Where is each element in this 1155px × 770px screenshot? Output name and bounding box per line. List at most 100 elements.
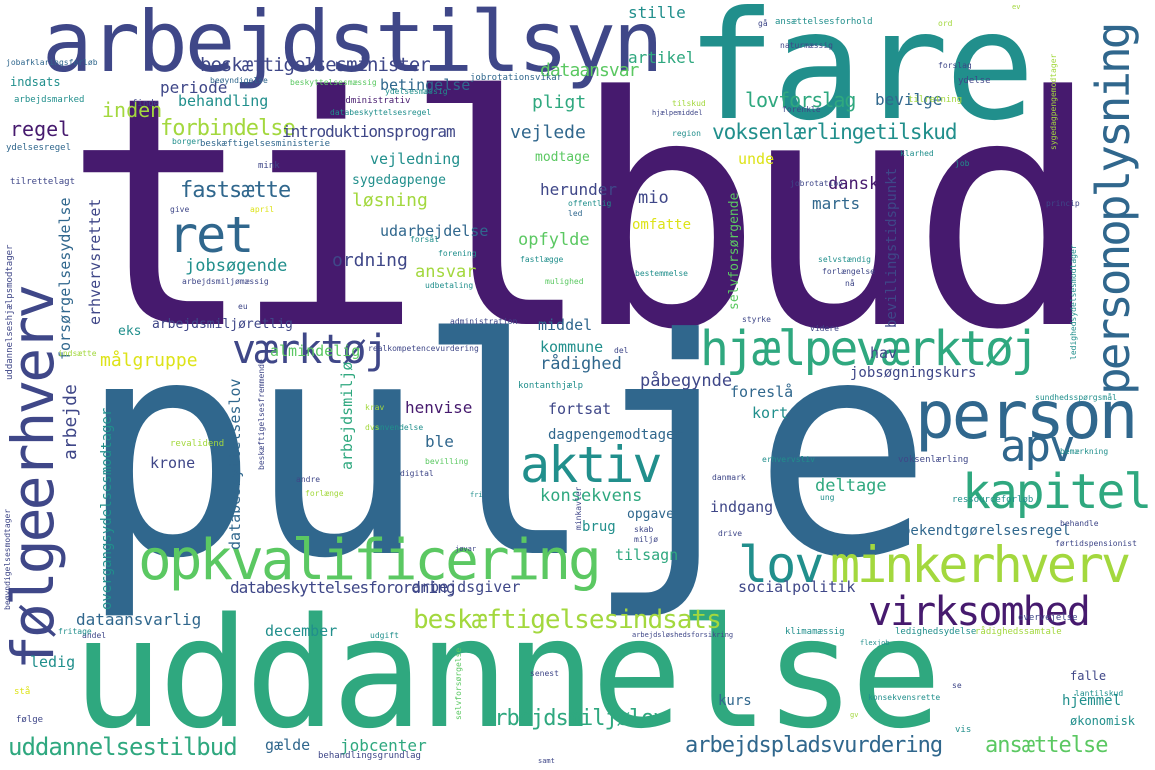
word-forlaenge: forlænge [305, 489, 344, 498]
word-forening: forening [438, 249, 477, 258]
word-jobcenter: jobcenter [340, 736, 427, 755]
word-betingelse: betingelse [380, 76, 471, 94]
word-ydelse: ydelse [958, 76, 991, 86]
word-ev: ev [1012, 3, 1021, 11]
word-forslag: forslag [938, 61, 972, 70]
word-selvforsoergende: selvforsørgende [727, 192, 742, 310]
word-bevillingstidspunkt: bevillingstidspunkt [884, 167, 900, 328]
word-dataansvarlig: dataansvarlig [76, 610, 202, 629]
word-konsekvens: konsekvens [540, 486, 643, 506]
word-virksomhed: virksomhed [868, 589, 1091, 635]
word-digital: digital [400, 469, 434, 478]
word-paabegynde: påbegynde [640, 371, 733, 391]
word-hav: hav [870, 344, 898, 362]
word-naturmaessig: naturmæssig [780, 41, 833, 50]
word-gaelde: gælde [265, 736, 311, 754]
word-fritage: fritage [58, 627, 92, 636]
word-hjaelpevaerktoej: hjælpeværktøj [700, 321, 1040, 377]
word-gv: gv [850, 711, 859, 719]
word-lov: lov [738, 536, 824, 594]
word-forsaal: forsål [410, 235, 439, 244]
word-unde: unde [738, 150, 775, 168]
word-ble: ble [425, 432, 454, 451]
word-april: april [250, 205, 275, 214]
word-mink: mink [258, 161, 280, 171]
word-henvise: henvise [405, 398, 473, 417]
word-brug: brug [582, 519, 616, 535]
word-del: del [614, 346, 629, 355]
word-arbejdsmiljoe: arbejdsmiljø [338, 361, 356, 470]
word-uddannelseshjaelpsmodtager: uddannelseshjælpsmodtager [5, 244, 15, 380]
word-indsats: indsats [10, 75, 61, 89]
word-omfatte: omfatte [632, 217, 692, 233]
word-dagpengemodtager: dagpengemodtager [548, 427, 683, 443]
word-sygedagpenge: sygedagpenge [352, 173, 446, 188]
word-dansk: dansk [828, 174, 880, 194]
word-marts: marts [812, 194, 861, 213]
word-loesning: løsning [352, 190, 428, 211]
word-sundhedsspoergsmaal: sundhedsspørgsmål [1035, 393, 1117, 402]
word-pligt: pligt [532, 92, 587, 113]
word-joevar: jøvar [455, 545, 477, 553]
word-revalidend: revalidend [170, 439, 225, 449]
word-behandlingsgrundlag: behandlingsgrundlag [318, 751, 421, 761]
word-danmark: danmark [712, 473, 746, 482]
word-job: job [955, 159, 970, 168]
word-stille: stille [628, 3, 686, 22]
word-arbejdsmiljoelov: arbejdsmiljølov [482, 706, 667, 731]
word-regel: regel [10, 117, 71, 141]
word-vaerktoej: værktøj [232, 327, 389, 373]
word-give: give [170, 205, 190, 214]
word-fri: fri [470, 491, 483, 499]
word-inden: inden [102, 98, 163, 122]
word-udgift: udgift [370, 631, 399, 640]
word-foreslaa: foreslå [730, 383, 794, 401]
word-anvendelse: anvendelse [375, 423, 424, 432]
word-naa: nå [845, 279, 855, 288]
word-hjemmel: hjemmel [1062, 693, 1122, 709]
word-foertidspensionist: førtidspensionist [1055, 539, 1137, 548]
word-kort: kort [752, 404, 789, 422]
word-almindelig: almindelig [270, 342, 361, 360]
word-administrativ: administrativ [340, 96, 411, 106]
word-bekendtgoerelsesregel: bekendtgørelsesregel [902, 523, 1071, 539]
word-jobrotationsvikar: jobrotationsvikar [470, 73, 563, 83]
word-behandling: behandling [178, 92, 269, 110]
word-princip: princip [1046, 199, 1080, 208]
word-opkvalificering: opkvalificering [138, 528, 602, 593]
word-selvforsoergelse: selvforsørgelse [454, 647, 463, 720]
word-arbejdsloeshedsforsikring: arbejdsløshedsforsikring [632, 631, 734, 639]
word-kontanthjaelp: kontanthjælp [518, 381, 584, 391]
word-skab: skab [634, 525, 654, 534]
word-jobsoegningskurs: jobsøgningskurs [850, 365, 977, 381]
word-realkompetencevurdering: realkompetencevurdering [368, 344, 479, 353]
word-forlaengelse: forlængelse [822, 267, 875, 276]
word-bestemmelse: bestemmelse [635, 269, 688, 278]
word-videre: videre [810, 324, 839, 333]
word-krav: krav [365, 403, 385, 412]
word-overgangsydelsesmodtager: overgangsydelsesmodtager [99, 407, 115, 610]
word-falle: falle [1070, 669, 1107, 683]
word-raadighedssamtale: rådighedssamtale [975, 627, 1062, 637]
word-senest: senest [530, 669, 559, 678]
word-arbejdsmarked: arbejdsmarked [14, 95, 85, 105]
word-samt: samt [538, 757, 555, 765]
word-region: region [672, 129, 701, 138]
word-periode: periode [160, 78, 228, 97]
word-herunder: herunder [540, 180, 618, 199]
word-bevilling: bevilling [425, 457, 469, 466]
word-jobafklaringsforloeb: jobafklaringsforløb [6, 58, 98, 67]
word-beoyndigelsesmodtager: beøyndigelsesmodtager [3, 508, 12, 610]
word-ansvar: ansvar [415, 262, 477, 282]
word-beoyndigelse: beøyndigelse [210, 76, 268, 85]
word-jobsoegende: jobsøgende [185, 256, 288, 276]
word-raadighed: rådighed [540, 354, 622, 374]
word-ressourceforloeb: ressourceforløb [952, 495, 1034, 505]
word-databeskyttelsesforordning: databeskyttelsesforordning [230, 578, 455, 597]
word-bevilge: bevilge [875, 90, 943, 109]
word-beskaeftigelsesminister: beskæftigelsesminister [200, 54, 431, 76]
word-ledig: ledig [30, 653, 76, 671]
word-maalgruppe: målgruppe [100, 350, 198, 371]
word-arbejdsmiljoemaessig: arbejdsmiljømæssig [182, 277, 269, 286]
word-dataansvar: dataansvar [540, 60, 639, 81]
